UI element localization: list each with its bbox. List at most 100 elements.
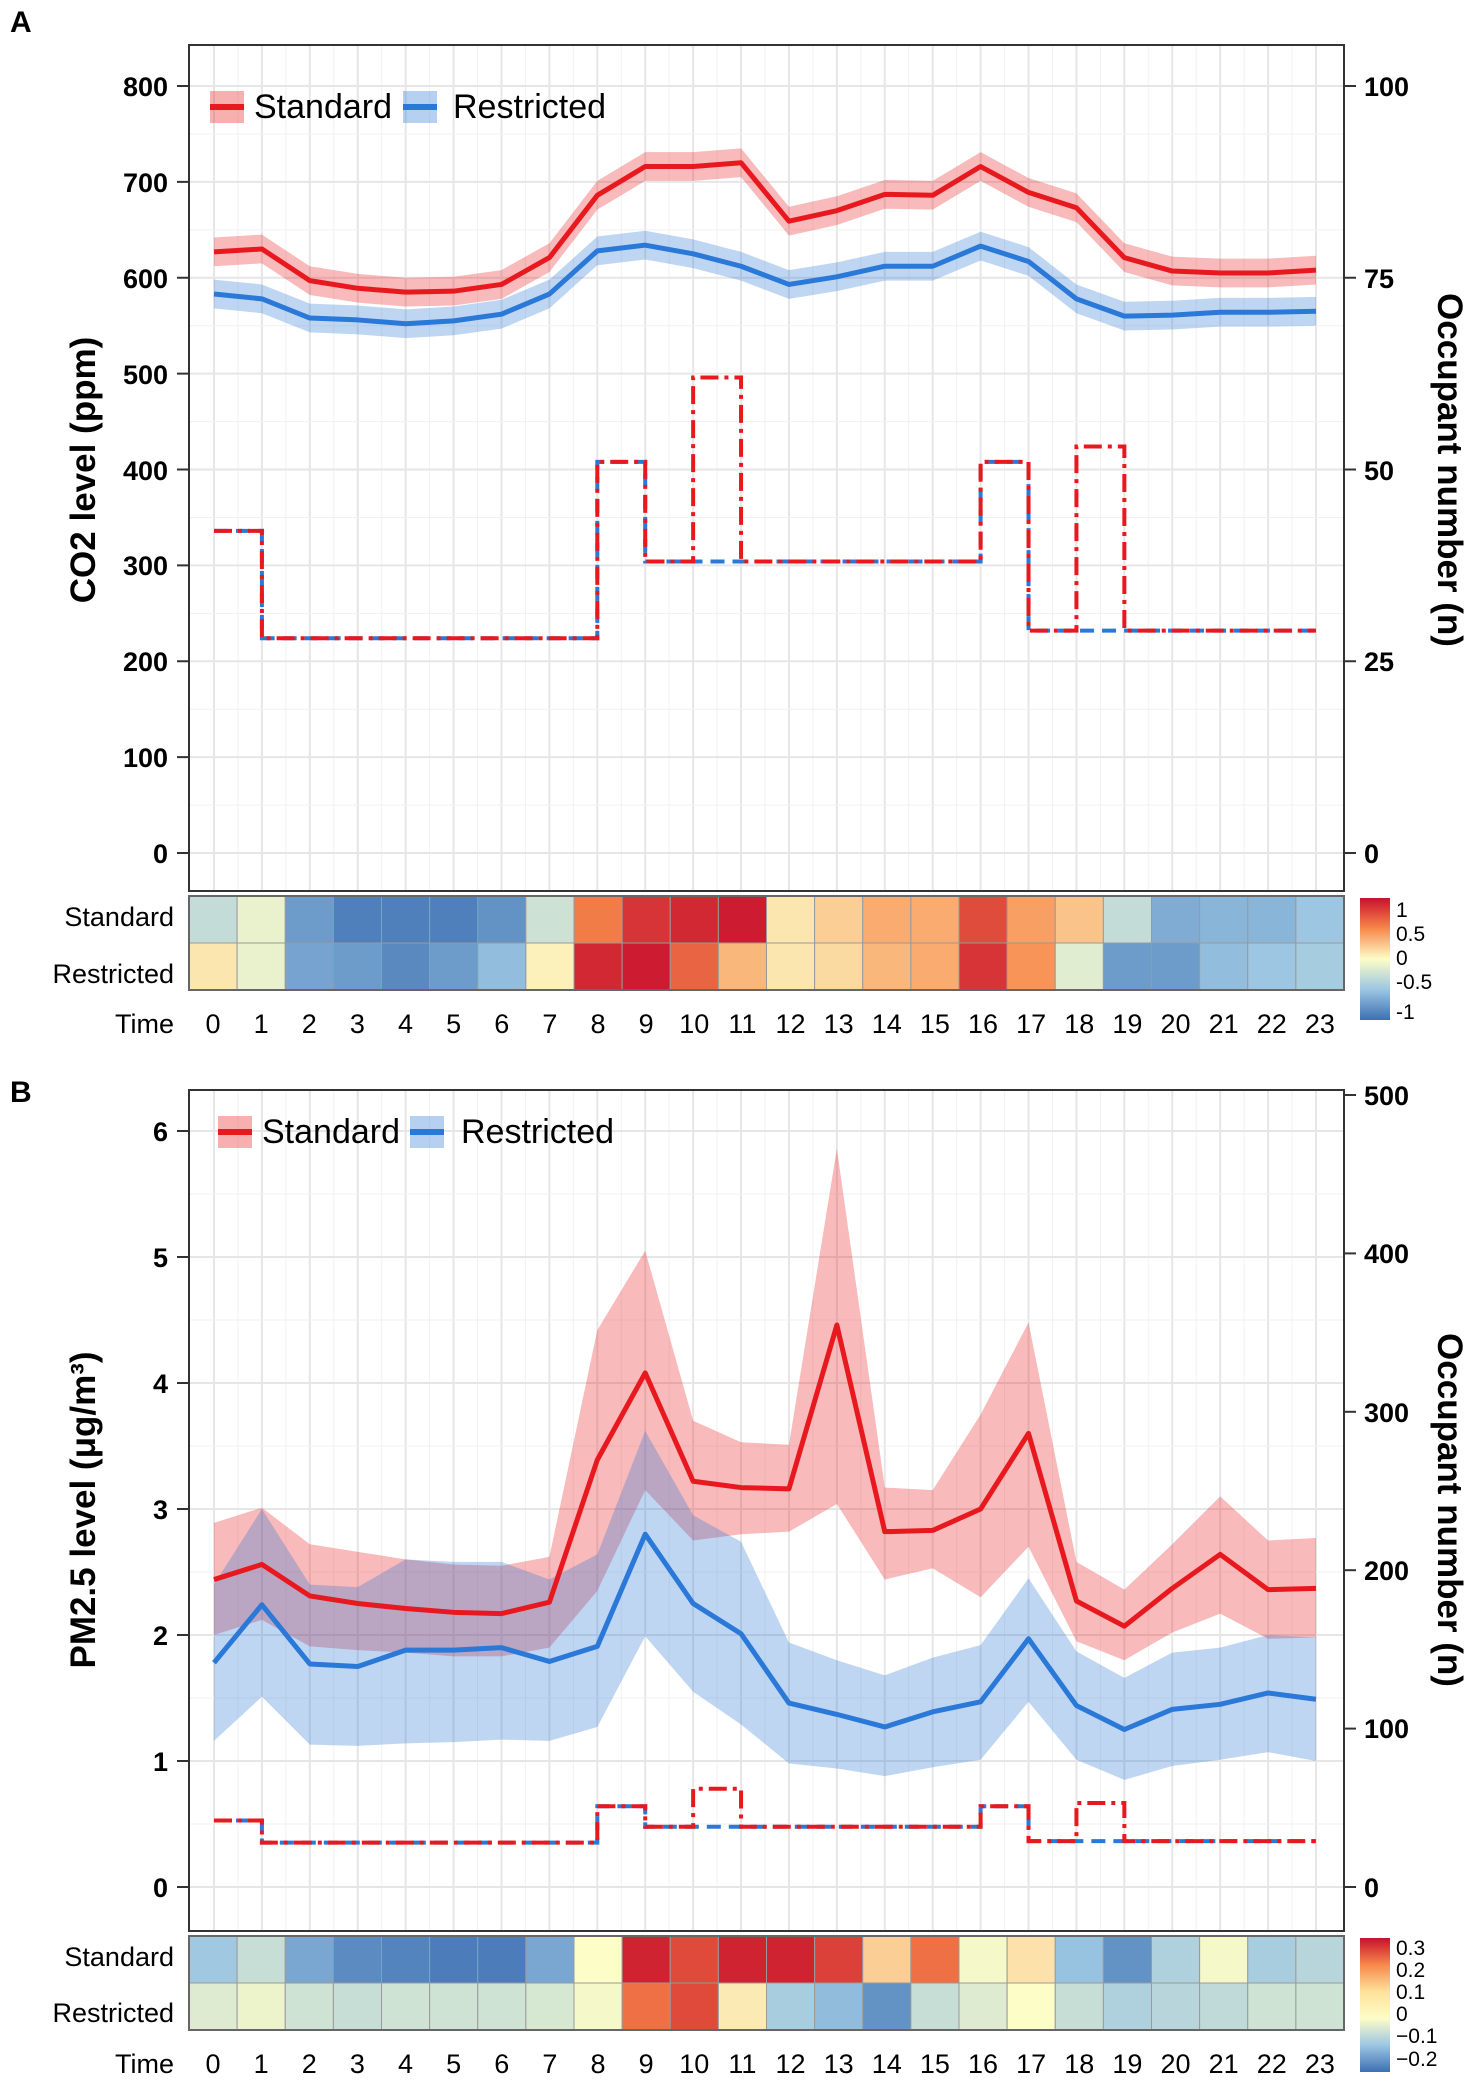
heatmap-cell (621, 1982, 671, 2031)
time-tick-label: 21 (1209, 1009, 1239, 1039)
a-ytick-label: 700 (123, 168, 168, 198)
heatmap-cell (573, 1935, 623, 1984)
heatmap-cell (1151, 1935, 1201, 1984)
a-colorbar-tick: 0.5 (1396, 923, 1425, 946)
heatmap-cell (669, 942, 719, 991)
time-tick-label: 19 (1112, 1009, 1142, 1039)
legend-label-restricted: Restricted (461, 1113, 614, 1151)
b-y2tick-label: 300 (1364, 1398, 1409, 1428)
b-ytick-label: 6 (153, 1117, 168, 1147)
heatmap-cell (910, 942, 960, 991)
b-colorbar-tick: 0.1 (1396, 1981, 1425, 2004)
heatmap-cell (814, 895, 864, 944)
heatmap-cell (1199, 1935, 1249, 1984)
panel-a-y-axis: 0 100 200 300 400 500 600 700 800 (123, 72, 168, 869)
a-colorbar (1360, 898, 1390, 1020)
heatmap-cell (814, 942, 864, 991)
a-ytick-label: 200 (123, 647, 168, 677)
legend-swatch-standard (218, 1116, 252, 1148)
heatmap-cell (236, 1982, 286, 2031)
heatmap-cell (381, 1935, 431, 1984)
b-y2tick-label: 400 (1364, 1239, 1409, 1269)
heatmap-cell (669, 1935, 719, 1984)
heatmap-cell (477, 942, 527, 991)
heatmap-cell (188, 895, 238, 944)
panel-a-legend: Standard Restricted (210, 88, 606, 126)
heatmap-cell (1054, 1982, 1104, 2031)
b-y2tick-label: 0 (1364, 1873, 1379, 1903)
line-standard (213, 1322, 1317, 1629)
heatmap-cell (766, 1935, 816, 1984)
time-tick-label: 22 (1257, 1009, 1287, 1039)
time-tick-label: 20 (1161, 1009, 1191, 1039)
a-ytick-label: 100 (123, 743, 168, 773)
band-standard (214, 1148, 1316, 1661)
panel-a-plot-area (188, 44, 1345, 892)
b-y-axis-label: PM2.5 level (μg/m³) (64, 1351, 103, 1668)
time-tick-label: 9 (639, 1009, 654, 1039)
heatmap-frame (188, 1935, 1345, 2031)
a-y-axis-label: CO2 level (ppm) (64, 337, 103, 603)
heatmap-cell (236, 1935, 286, 1984)
time-tick-label: 10 (679, 2049, 709, 2079)
heatmap-cell (1199, 1982, 1249, 2031)
heatmap-cell (1006, 1935, 1056, 1984)
heatmap-cell (573, 942, 623, 991)
b-heatmap-row-label: Restricted (52, 1998, 174, 2028)
a-y2tick-label: 75 (1364, 264, 1394, 294)
time-tick-label: 1 (254, 2049, 269, 2079)
panel-b-y2-axis: 0 100 200 300 400 500 (1364, 1081, 1409, 1903)
band-standard (214, 148, 1316, 307)
heatmap-cell (236, 895, 286, 944)
time-tick-label: 17 (1016, 1009, 1046, 1039)
heatmap-cell (1199, 942, 1249, 991)
band-restricted (214, 230, 1316, 339)
heatmap-cell (525, 942, 575, 991)
time-tick-label: 9 (639, 2049, 654, 2079)
occupancy-restricted (214, 459, 1316, 641)
panel-b-legend: Standard Restricted (218, 1113, 614, 1151)
a-y2tick-label: 50 (1364, 456, 1394, 486)
time-tick-label: 12 (776, 2049, 806, 2079)
time-tick-label: 19 (1112, 2049, 1142, 2079)
a-y2tick-label: 25 (1364, 647, 1394, 677)
heatmap-cell (621, 942, 671, 991)
heatmap-cell (766, 1982, 816, 2031)
heatmap-cell (1295, 1935, 1345, 1984)
b-y2tick-label: 500 (1364, 1081, 1409, 1111)
panel-a-occupancy (214, 375, 1316, 641)
panel-b-time-ticks: 0 1 2 3 4 5 6 7 8 9 10 11 12 13 14 15 16 17 18 19 20 21 22 23 (206, 2049, 1335, 2079)
line-standard (213, 160, 1317, 295)
heatmap-cell (188, 942, 238, 991)
time-tick-label: 21 (1209, 2049, 1239, 2079)
time-tick-label: 18 (1064, 2049, 1094, 2079)
a-ytick-label: 400 (123, 456, 168, 486)
b-colorbar-tick: 0 (1396, 2003, 1408, 2026)
heatmap-cell (814, 1982, 864, 2031)
time-tick-label: 16 (968, 2049, 998, 2079)
time-tick-label: 11 (728, 1009, 756, 1039)
heatmap-cell (1006, 895, 1056, 944)
heatmap-cell (1151, 1982, 1201, 2031)
heatmap-cell (284, 1982, 334, 2031)
time-tick-label: 16 (968, 1009, 998, 1039)
heatmap-cell (1199, 895, 1249, 944)
heatmap-cell (381, 895, 431, 944)
time-tick-label: 1 (254, 1009, 269, 1039)
heatmap-cell (429, 942, 479, 991)
b-y2tick-label: 100 (1364, 1714, 1409, 1744)
time-tick-label: 2 (302, 1009, 317, 1039)
line-restricted (212, 1531, 1317, 1732)
heatmap-cell (958, 895, 1008, 944)
b-y2tick-label: 200 (1364, 1556, 1409, 1586)
heatmap-cell (332, 1935, 382, 1984)
heatmap-cell (814, 1935, 864, 1984)
time-tick-label: 14 (872, 2049, 902, 2079)
heatmap-cell (284, 895, 334, 944)
time-tick-label: 0 (206, 1009, 221, 1039)
time-tick-label: 10 (679, 1009, 709, 1039)
heatmap-cell (910, 1982, 960, 2031)
heatmap-cell (766, 895, 816, 944)
heatmap-cell (1295, 895, 1345, 944)
b-colorbar-tick: 0.3 (1396, 1937, 1425, 1960)
